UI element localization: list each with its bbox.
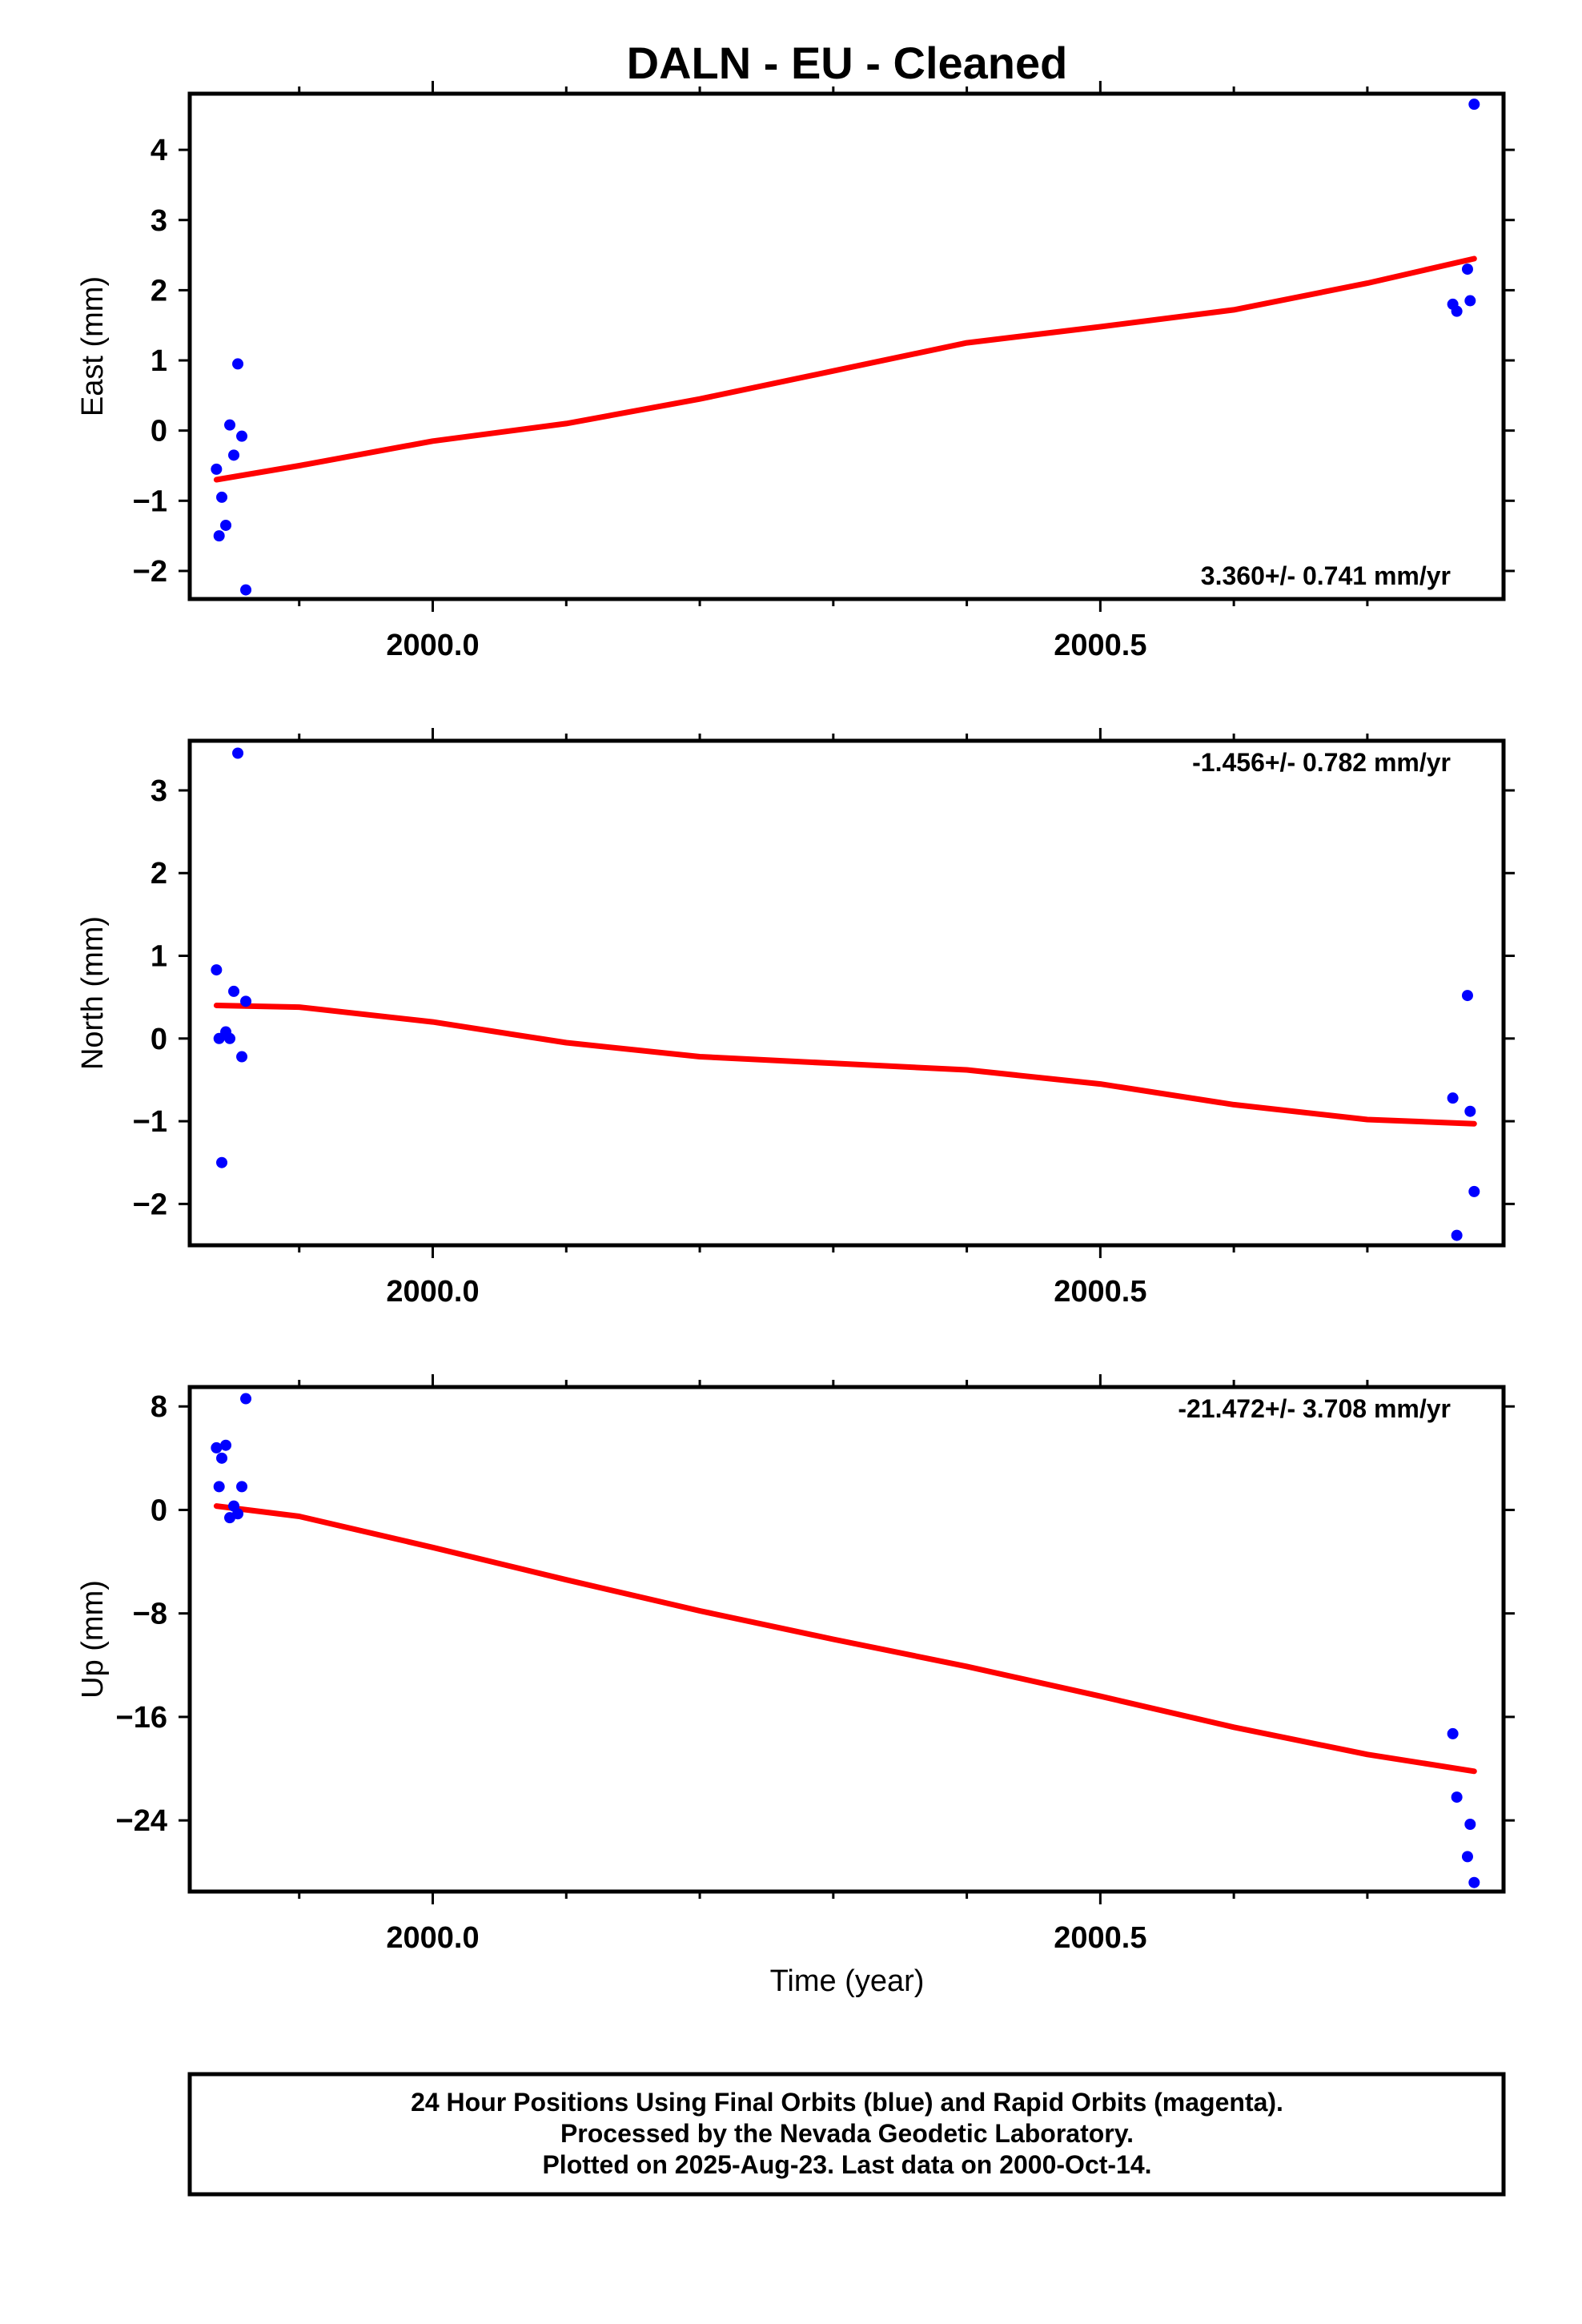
- data-point: [216, 491, 228, 503]
- panels: 4 3 2 1 0 −1 −2 2000.0 2000.5 East (mm) 3.360+/- 0…: [76, 81, 1515, 1955]
- data-point: [232, 747, 244, 759]
- data-point: [228, 985, 240, 997]
- y-tick-label: −2: [133, 1188, 167, 1221]
- y-tick-label: −16: [116, 1701, 167, 1735]
- panel-1: 4 3 2 1 0 −1 −2 2000.0 2000.5 East (mm) 3.360+/- 0…: [76, 81, 1515, 662]
- y-axis-label: East (mm): [76, 276, 110, 416]
- y-axis-label: North (mm): [76, 916, 110, 1070]
- y-tick-label: 1: [151, 344, 167, 378]
- data-point: [224, 419, 236, 431]
- y-tick-label: 0: [151, 415, 167, 448]
- data-point: [1451, 305, 1463, 317]
- data-point: [1468, 1876, 1480, 1888]
- y-tick-label: 2: [151, 857, 167, 891]
- data-point: [232, 358, 244, 370]
- footer-line-3: Plotted on 2025-Aug-23. Last data on 200…: [542, 2150, 1151, 2179]
- y-tick-label: 4: [151, 134, 167, 167]
- data-point: [213, 530, 225, 542]
- x-tick-label: 2000.5: [1054, 1921, 1146, 1955]
- x-tick-label: 2000.5: [1054, 1275, 1146, 1309]
- x-tick-label: 2000.0: [386, 629, 479, 662]
- y-tick-label: 0: [151, 1023, 167, 1056]
- data-point: [213, 1481, 225, 1493]
- data-point: [211, 964, 223, 976]
- data-point: [1461, 1851, 1473, 1863]
- y-tick-label: −2: [133, 555, 167, 589]
- data-point: [211, 463, 223, 475]
- data-point: [216, 1452, 228, 1464]
- y-tick-label: 2: [151, 274, 167, 308]
- x-tick-label: 2000.0: [386, 1275, 479, 1309]
- y-axis-label: Up (mm): [76, 1580, 110, 1699]
- x-tick-label: 2000.0: [386, 1921, 479, 1955]
- data-point: [1461, 263, 1473, 275]
- fit-line: [213, 1003, 1477, 1127]
- data-point: [1468, 1185, 1480, 1197]
- data-point: [1447, 1092, 1459, 1104]
- data-point: [1464, 295, 1476, 307]
- y-tick-label: 0: [151, 1494, 167, 1527]
- y-tick-label: 3: [151, 204, 167, 238]
- y-tick-label: 8: [151, 1390, 167, 1424]
- data-point: [220, 519, 232, 531]
- data-point: [1451, 1229, 1463, 1241]
- data-point: [1451, 1791, 1463, 1803]
- data-point: [1447, 1727, 1459, 1739]
- y-tick-label: 1: [151, 940, 167, 974]
- data-point: [220, 1439, 232, 1451]
- data-point: [240, 995, 252, 1007]
- fit-line: [213, 1503, 1477, 1775]
- data-point: [211, 1441, 223, 1454]
- rate-label: 3.360+/- 0.741 mm/yr: [1201, 561, 1451, 590]
- y-tick-label: 3: [151, 774, 167, 808]
- fit-line: [213, 255, 1477, 483]
- y-tick-label: −1: [133, 485, 167, 518]
- data-point: [240, 584, 252, 596]
- data-point: [232, 1508, 244, 1520]
- chart-title: DALN - EU - Cleaned: [627, 38, 1068, 88]
- panel-3: 8 0 −8 −16 −24 2000.0 2000.5 Up (mm) -21.472+/- …: [76, 1374, 1515, 1955]
- data-point: [1464, 1105, 1476, 1117]
- y-tick-label: −8: [133, 1598, 167, 1631]
- rate-label: -1.456+/- 0.782 mm/yr: [1192, 748, 1451, 777]
- plot-frame: [187, 738, 1506, 1248]
- data-point: [236, 430, 248, 442]
- data-point: [1468, 99, 1480, 111]
- data-point: [216, 1156, 228, 1168]
- data-point: [224, 1032, 236, 1044]
- data-point: [236, 1051, 248, 1063]
- data-point: [1461, 990, 1473, 1002]
- plot-frame: [187, 91, 1506, 601]
- data-point: [236, 1481, 248, 1493]
- x-tick-label: 2000.5: [1054, 629, 1146, 662]
- footer-box: 24 Hour Positions Using Final Orbits (bl…: [187, 2072, 1506, 2197]
- y-tick-label: −24: [116, 1804, 167, 1838]
- panel-2: 3 2 1 0 −1 −2 2000.0 2000.5 North (mm) -1.456+/- …: [76, 728, 1515, 1309]
- y-tick-label: −1: [133, 1105, 167, 1139]
- plot-frame: [187, 1385, 1506, 1894]
- data-point: [228, 449, 240, 461]
- footer-frame: [187, 2072, 1506, 2197]
- data-point: [1464, 1819, 1476, 1830]
- rate-label: -21.472+/- 3.708 mm/yr: [1178, 1394, 1451, 1423]
- footer-line-1: 24 Hour Positions Using Final Orbits (bl…: [411, 2088, 1283, 2117]
- x-axis-label: Time (year): [770, 1964, 925, 1998]
- footer-line-2: Processed by the Nevada Geodetic Laborat…: [560, 2119, 1134, 2148]
- data-point: [240, 1393, 252, 1405]
